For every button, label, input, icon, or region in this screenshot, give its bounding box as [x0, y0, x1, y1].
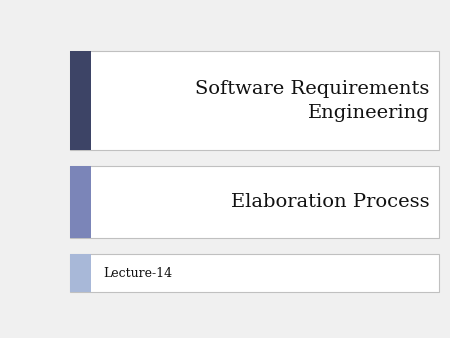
Text: Elaboration Process: Elaboration Process: [231, 193, 430, 211]
Text: Lecture-14: Lecture-14: [104, 267, 173, 280]
Bar: [70, 51, 91, 150]
Bar: [70, 51, 439, 150]
Bar: [70, 166, 91, 238]
Bar: [70, 254, 91, 292]
Bar: [70, 166, 439, 238]
Text: Software Requirements
Engineering: Software Requirements Engineering: [195, 80, 430, 122]
Bar: [70, 254, 439, 292]
